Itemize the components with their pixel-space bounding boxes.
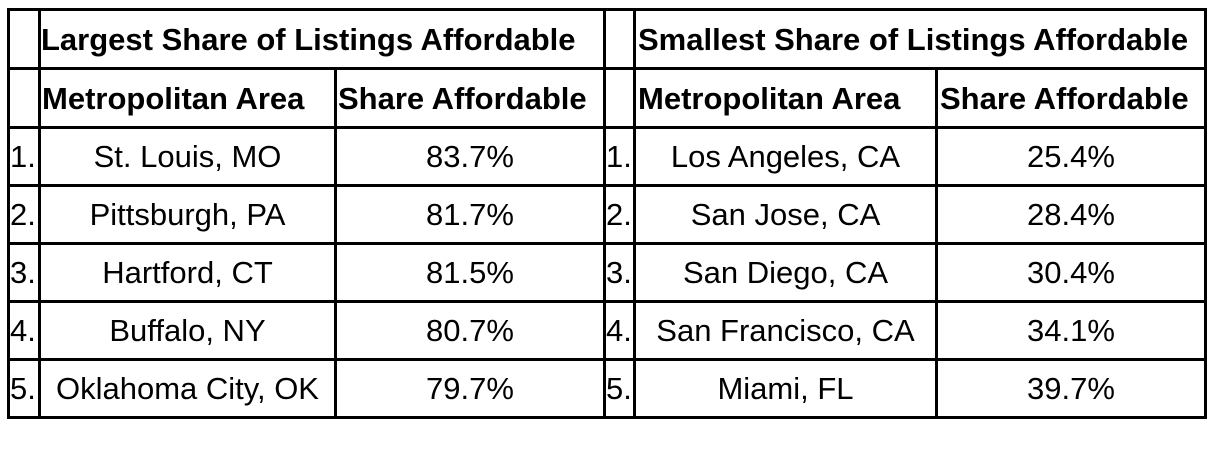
left-rank: 2. <box>7 184 41 245</box>
right-table-title: Smallest Share of Listings Affordable <box>633 8 1207 70</box>
left-area: St. Louis, MO <box>38 126 337 187</box>
right-rank: 1. <box>603 126 636 187</box>
right-col-share-header: Share Affordable <box>935 67 1207 129</box>
left-col-share-header: Share Affordable <box>334 67 606 129</box>
right-share: 39.7% <box>935 358 1207 419</box>
blank-cell <box>603 8 636 70</box>
right-rank: 4. <box>603 300 636 361</box>
blank-cell <box>603 67 636 129</box>
blank-cell <box>7 67 41 129</box>
column-header-row: Metropolitan Area Share Affordable Metro… <box>7 67 1207 129</box>
left-area: Hartford, CT <box>38 242 337 303</box>
left-rank: 3. <box>7 242 41 303</box>
left-rank: 1. <box>7 126 41 187</box>
left-rank: 5. <box>7 358 41 419</box>
right-area: Miami, FL <box>633 358 938 419</box>
table-row: 3. Hartford, CT 81.5% 3. San Diego, CA 3… <box>7 242 1207 303</box>
affordability-table: Largest Share of Listings Affordable Sma… <box>7 8 1207 419</box>
left-area: Oklahoma City, OK <box>38 358 337 419</box>
left-share: 81.7% <box>334 184 606 245</box>
table-row: 2. Pittsburgh, PA 81.7% 2. San Jose, CA … <box>7 184 1207 245</box>
right-rank: 2. <box>603 184 636 245</box>
left-share: 81.5% <box>334 242 606 303</box>
left-rank: 4. <box>7 300 41 361</box>
right-share: 28.4% <box>935 184 1207 245</box>
right-area: Los Angeles, CA <box>633 126 938 187</box>
table-row: 5. Oklahoma City, OK 79.7% 5. Miami, FL … <box>7 358 1207 419</box>
right-area: San Francisco, CA <box>633 300 938 361</box>
right-area: San Jose, CA <box>633 184 938 245</box>
right-rank: 5. <box>603 358 636 419</box>
left-share: 80.7% <box>334 300 606 361</box>
left-area: Pittsburgh, PA <box>38 184 337 245</box>
left-share: 79.7% <box>334 358 606 419</box>
right-area: San Diego, CA <box>633 242 938 303</box>
left-area: Buffalo, NY <box>38 300 337 361</box>
left-share: 83.7% <box>334 126 606 187</box>
table-row: 1. St. Louis, MO 83.7% 1. Los Angeles, C… <box>7 126 1207 187</box>
right-col-area-header: Metropolitan Area <box>633 67 938 129</box>
table-row: 4. Buffalo, NY 80.7% 4. San Francisco, C… <box>7 300 1207 361</box>
right-share: 30.4% <box>935 242 1207 303</box>
right-rank: 3. <box>603 242 636 303</box>
blank-cell <box>7 8 41 70</box>
title-row: Largest Share of Listings Affordable Sma… <box>7 8 1207 70</box>
right-share: 25.4% <box>935 126 1207 187</box>
left-col-area-header: Metropolitan Area <box>38 67 337 129</box>
left-table-title: Largest Share of Listings Affordable <box>38 8 606 70</box>
right-share: 34.1% <box>935 300 1207 361</box>
